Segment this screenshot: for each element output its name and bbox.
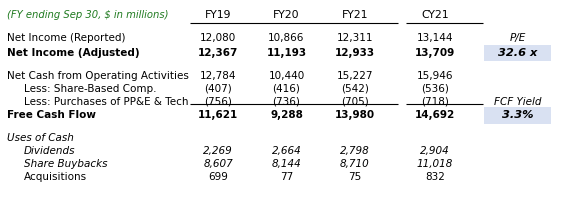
Text: 832: 832 — [425, 172, 445, 182]
Text: 10,440: 10,440 — [268, 71, 305, 81]
Text: 12,311: 12,311 — [337, 33, 373, 43]
Text: 10,866: 10,866 — [268, 33, 305, 43]
Text: 12,080: 12,080 — [200, 33, 236, 43]
Text: 2,664: 2,664 — [272, 146, 301, 156]
Text: 12,367: 12,367 — [198, 48, 238, 58]
Text: Net Cash from Operating Activities: Net Cash from Operating Activities — [7, 71, 189, 81]
Text: 2,798: 2,798 — [340, 146, 370, 156]
Text: Share Buybacks: Share Buybacks — [24, 159, 108, 169]
Text: FCF Yield: FCF Yield — [494, 97, 541, 107]
Text: 11,018: 11,018 — [417, 159, 453, 169]
Text: 13,980: 13,980 — [335, 110, 375, 120]
Text: (407): (407) — [204, 84, 232, 94]
Text: 77: 77 — [280, 172, 293, 182]
Text: 15,946: 15,946 — [417, 71, 453, 81]
Text: 11,193: 11,193 — [266, 48, 307, 58]
Text: 12,933: 12,933 — [335, 48, 375, 58]
Text: Acquisitions: Acquisitions — [24, 172, 87, 182]
Text: 14,692: 14,692 — [415, 110, 455, 120]
Text: 11,621: 11,621 — [198, 110, 238, 120]
Text: 8,144: 8,144 — [272, 159, 301, 169]
Text: 8,710: 8,710 — [340, 159, 370, 169]
Text: 9,288: 9,288 — [270, 110, 303, 120]
Text: FY21: FY21 — [342, 10, 368, 20]
Text: Less: Share-Based Comp.: Less: Share-Based Comp. — [24, 84, 156, 94]
Text: Dividends: Dividends — [24, 146, 76, 156]
Text: 12,784: 12,784 — [200, 71, 236, 81]
Text: 2,904: 2,904 — [420, 146, 450, 156]
Text: 699: 699 — [208, 172, 228, 182]
Text: 8,607: 8,607 — [203, 159, 233, 169]
Text: 32.6 x: 32.6 x — [498, 48, 537, 58]
Text: (736): (736) — [273, 97, 300, 107]
Text: (FY ending Sep 30, $ in millions): (FY ending Sep 30, $ in millions) — [7, 10, 168, 20]
Text: Less: Purchases of PP&E & Tech: Less: Purchases of PP&E & Tech — [24, 97, 189, 107]
Text: 75: 75 — [348, 172, 362, 182]
Text: 3.3%: 3.3% — [502, 110, 533, 120]
Text: Free Cash Flow: Free Cash Flow — [7, 110, 96, 120]
Text: Net Income (Adjusted): Net Income (Adjusted) — [7, 48, 140, 58]
Text: (705): (705) — [341, 97, 369, 107]
Text: FY20: FY20 — [273, 10, 300, 20]
FancyBboxPatch shape — [484, 107, 551, 124]
Text: FY19: FY19 — [205, 10, 231, 20]
Text: (542): (542) — [341, 84, 369, 94]
Text: 13,144: 13,144 — [417, 33, 453, 43]
Text: CY21: CY21 — [421, 10, 449, 20]
Text: P/E: P/E — [509, 33, 525, 43]
Text: 2,269: 2,269 — [203, 146, 233, 156]
Text: Net Income (Reported): Net Income (Reported) — [7, 33, 125, 43]
Text: Uses of Cash: Uses of Cash — [7, 133, 74, 143]
FancyBboxPatch shape — [484, 45, 551, 61]
Text: (416): (416) — [273, 84, 300, 94]
Text: 13,709: 13,709 — [415, 48, 455, 58]
Text: (536): (536) — [421, 84, 449, 94]
Text: (718): (718) — [421, 97, 449, 107]
Text: (756): (756) — [204, 97, 232, 107]
Text: 15,227: 15,227 — [337, 71, 373, 81]
